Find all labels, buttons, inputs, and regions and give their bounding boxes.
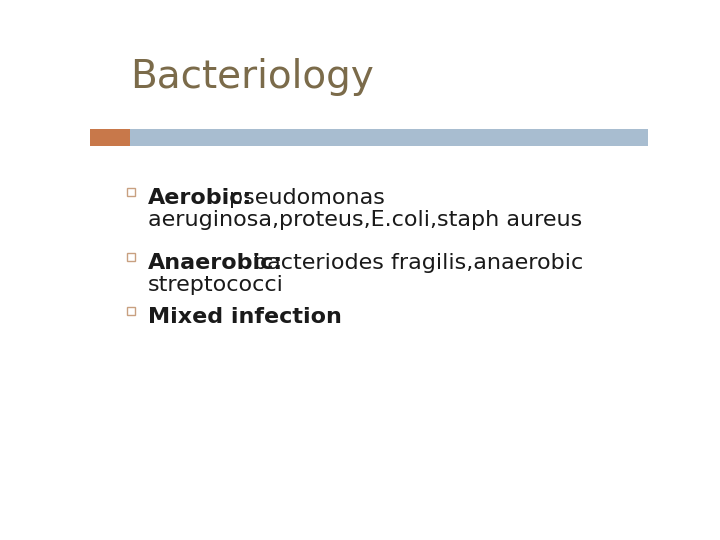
Bar	[127, 253, 135, 261]
Text: Anaerobic:: Anaerobic:	[148, 253, 284, 273]
Text: streptococci: streptococci	[148, 275, 284, 295]
Text: aeruginosa,proteus,E.coli,staph aureus: aeruginosa,proteus,E.coli,staph aureus	[148, 210, 582, 230]
Bar	[130, 129, 648, 146]
Bar	[127, 188, 135, 195]
Bar	[90, 129, 130, 146]
Text: pseudomonas: pseudomonas	[229, 188, 385, 208]
Text: bacteriodes fragilis,anaerobic: bacteriodes fragilis,anaerobic	[253, 253, 583, 273]
Bar	[127, 307, 135, 315]
Text: Mixed infection: Mixed infection	[148, 307, 342, 327]
Text: Aerobic:: Aerobic:	[148, 188, 253, 208]
Text: Bacteriology: Bacteriology	[130, 58, 374, 96]
